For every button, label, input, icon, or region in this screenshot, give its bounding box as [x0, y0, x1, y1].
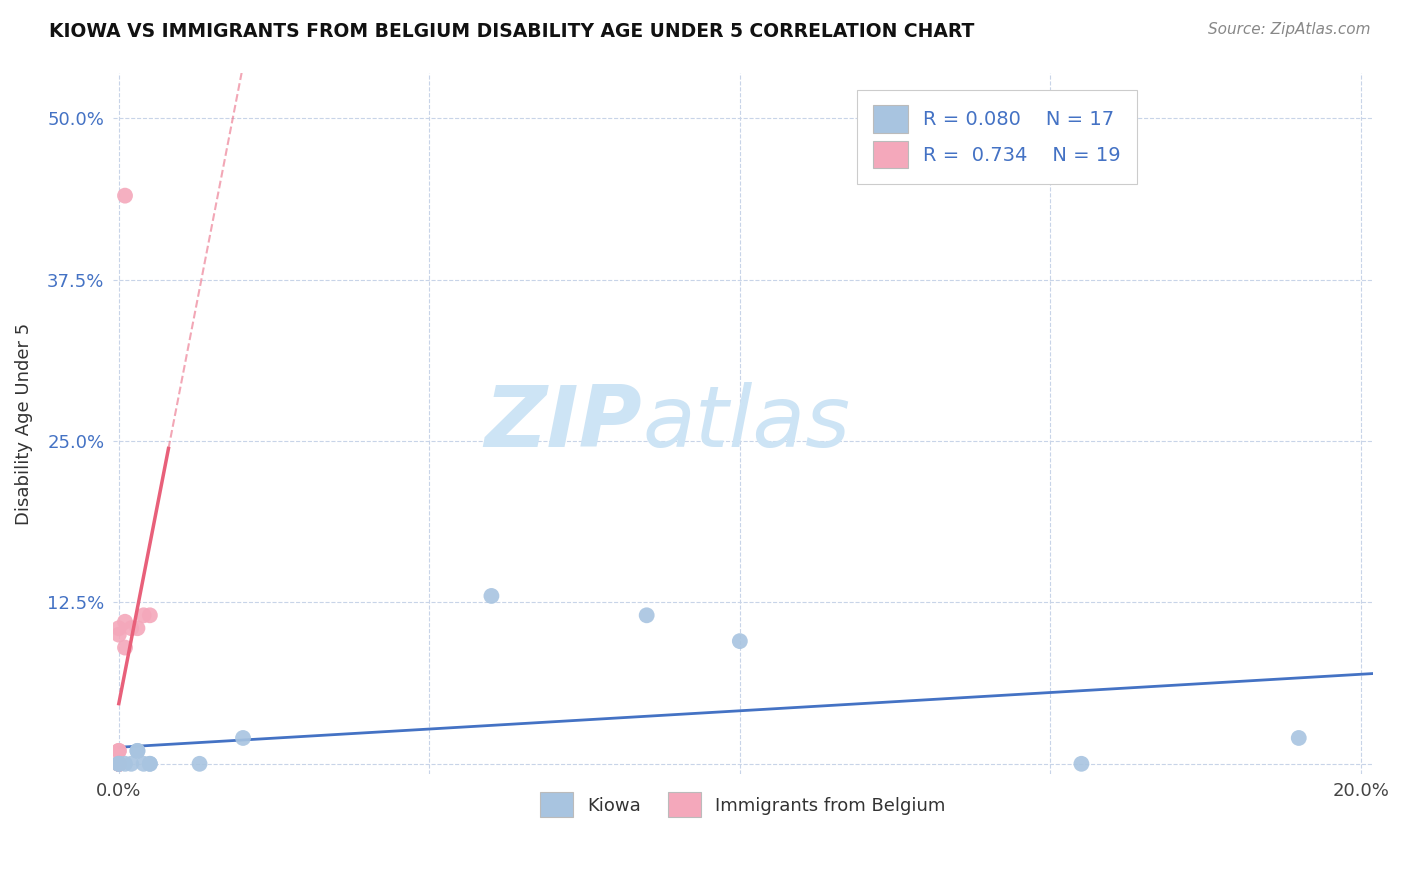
Point	[127, 744, 149, 758]
Point	[728, 634, 751, 648]
Point	[120, 756, 142, 771]
Point	[108, 621, 131, 635]
Point	[108, 756, 131, 771]
Point	[481, 589, 503, 603]
Point	[108, 756, 131, 771]
Point	[1070, 756, 1092, 771]
Point	[114, 756, 136, 771]
Point	[120, 621, 142, 635]
Point	[108, 756, 131, 771]
Point	[114, 188, 136, 202]
Point	[108, 756, 131, 771]
Point	[127, 621, 149, 635]
Point	[1288, 731, 1310, 745]
Point	[636, 608, 658, 623]
Point	[114, 615, 136, 629]
Point	[132, 756, 155, 771]
Point	[108, 756, 131, 771]
Point	[108, 756, 131, 771]
Point	[108, 756, 131, 771]
Point	[108, 756, 131, 771]
Point	[139, 608, 162, 623]
Point	[108, 756, 131, 771]
Point	[232, 731, 254, 745]
Point	[108, 756, 131, 771]
Point	[188, 756, 211, 771]
Point	[132, 608, 155, 623]
Text: atlas: atlas	[643, 382, 851, 465]
Text: Source: ZipAtlas.com: Source: ZipAtlas.com	[1208, 22, 1371, 37]
Text: KIOWA VS IMMIGRANTS FROM BELGIUM DISABILITY AGE UNDER 5 CORRELATION CHART: KIOWA VS IMMIGRANTS FROM BELGIUM DISABIL…	[49, 22, 974, 41]
Point	[108, 628, 131, 642]
Point	[114, 640, 136, 655]
Point	[139, 756, 162, 771]
Text: ZIP: ZIP	[485, 382, 643, 465]
Point	[108, 744, 131, 758]
Point	[127, 744, 149, 758]
Point	[108, 756, 131, 771]
Legend: Kiowa, Immigrants from Belgium: Kiowa, Immigrants from Belgium	[533, 785, 953, 825]
Y-axis label: Disability Age Under 5: Disability Age Under 5	[15, 322, 32, 524]
Point	[108, 744, 131, 758]
Point	[139, 756, 162, 771]
